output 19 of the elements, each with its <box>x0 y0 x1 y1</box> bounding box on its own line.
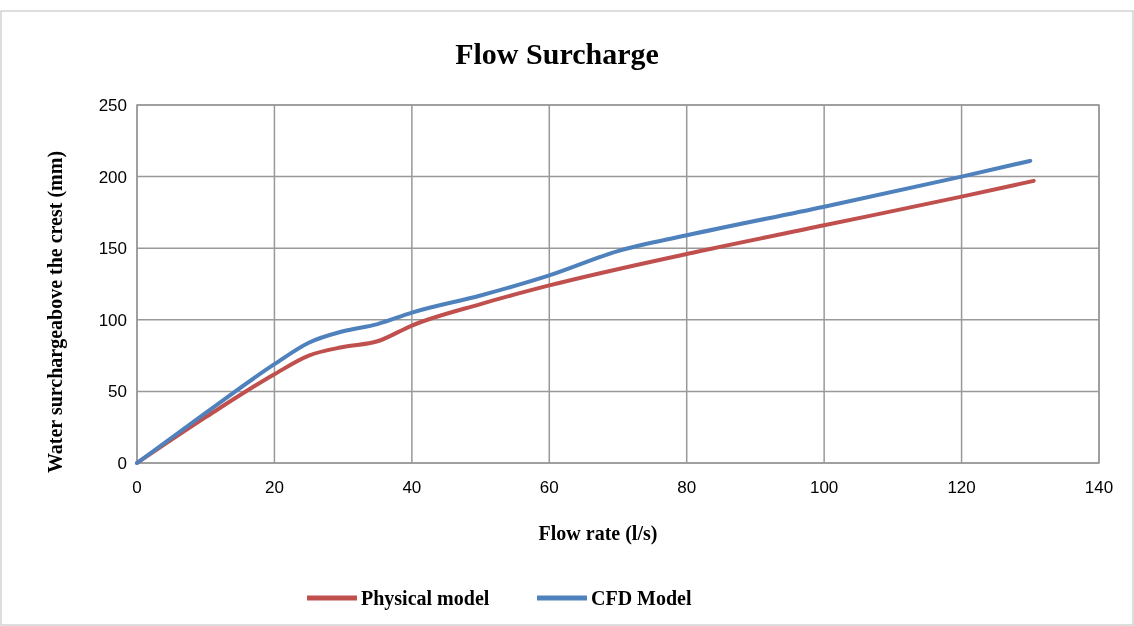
y-axis-title: Water surchargeabove the crest (mm) <box>44 150 67 474</box>
x-tick-label: 40 <box>402 478 422 497</box>
y-tick-label: 200 <box>98 167 127 187</box>
x-tick-label: 20 <box>264 478 284 497</box>
x-axis-title: Flow rate (l/s) <box>538 522 658 545</box>
x-tick-label: 140 <box>1084 478 1114 497</box>
y-tick-label: 50 <box>108 382 127 402</box>
y-tick-label: 0 <box>117 453 127 473</box>
x-tick-label: 0 <box>132 478 142 497</box>
x-tick-label: 100 <box>809 478 839 497</box>
y-tick-label: 250 <box>98 95 127 115</box>
x-tick-label: 60 <box>539 478 559 497</box>
legend-label: Physical model <box>361 587 490 610</box>
legend-label: CFD Model <box>591 587 692 609</box>
y-tick-label: 100 <box>98 310 127 330</box>
y-tick-label: 150 <box>98 239 127 259</box>
x-tick-label: 80 <box>677 478 697 497</box>
x-tick-label: 120 <box>947 478 976 497</box>
chart-title: Flow Surcharge <box>455 37 659 70</box>
